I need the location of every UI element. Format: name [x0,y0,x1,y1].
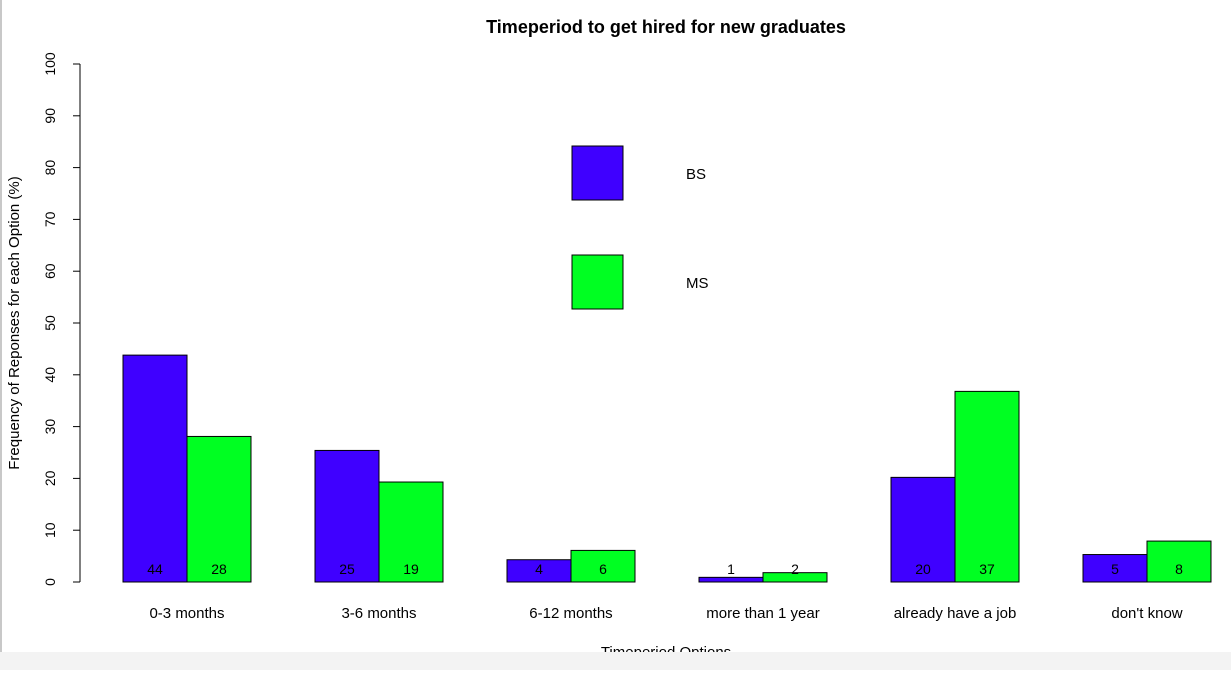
legend-label-bs: BS [686,166,706,183]
y-tick-label: 80 [42,160,58,176]
bar-bs-4 [890,476,956,583]
bar-bs-0 [122,354,188,583]
category-label: 3-6 months [341,605,416,622]
bar-value-label: 4 [535,561,543,577]
bars: 44 28 25 19 4 6 1 2 20 37 5 8 [122,354,1212,583]
category-label: 6-12 months [529,605,612,622]
bar-value-label: 28 [211,561,227,577]
chart-title: Timeperiod to get hired for new graduate… [486,17,846,37]
bar-ms-5 [1146,540,1212,583]
bar-ms-2 [570,549,636,583]
y-axis-label: Frequency of Reponses for each Option (%… [6,176,23,469]
legend-label-ms: MS [686,275,709,292]
category-labels: 0-3 months 3-6 months 6-12 months more than… [149,605,1182,622]
y-tick-label: 70 [42,211,58,227]
bar-value-label: 6 [599,561,607,577]
bar-ms-0 [186,435,252,583]
y-tick-label: 90 [42,108,58,124]
y-tick-label: 60 [42,263,58,279]
bar-value-label: 44 [147,561,163,577]
y-tick-label: 30 [42,419,58,435]
y-axis: 0 10 20 30 40 50 60 70 80 90 100 [42,52,81,586]
legend: BS MS [571,145,709,310]
bar-value-label: 25 [339,561,355,577]
legend-swatch-ms [571,254,624,310]
y-tick-label: 10 [42,522,58,538]
bar-bs-1 [314,449,380,583]
y-tick-label: 40 [42,367,58,383]
bar-value-label: 5 [1111,561,1119,577]
bar-ms-1 [378,481,444,583]
window-edge [0,0,2,670]
bar-ms-4 [954,390,1020,583]
category-label: already have a job [894,605,1017,622]
category-label: 0-3 months [149,605,224,622]
legend-swatch-bs [571,145,624,201]
y-tick-label: 20 [42,470,58,486]
y-tick-label: 50 [42,315,58,331]
bar-value-label: 19 [403,561,419,577]
bar-value-label: 37 [979,561,995,577]
bar-value-label: 20 [915,561,931,577]
bar-value-label: 2 [791,561,799,577]
category-label: more than 1 year [706,605,819,622]
bar-bs-5 [1082,554,1148,583]
y-tick-label: 100 [42,52,58,76]
y-tick-label: 0 [42,578,58,586]
category-label: don't know [1111,605,1182,622]
bar-bs-3 [698,576,764,583]
bar-ms-3 [762,572,828,583]
window-bottom-edge [0,652,1231,670]
bar-value-label: 1 [727,561,735,577]
bar-value-label: 8 [1175,561,1183,577]
